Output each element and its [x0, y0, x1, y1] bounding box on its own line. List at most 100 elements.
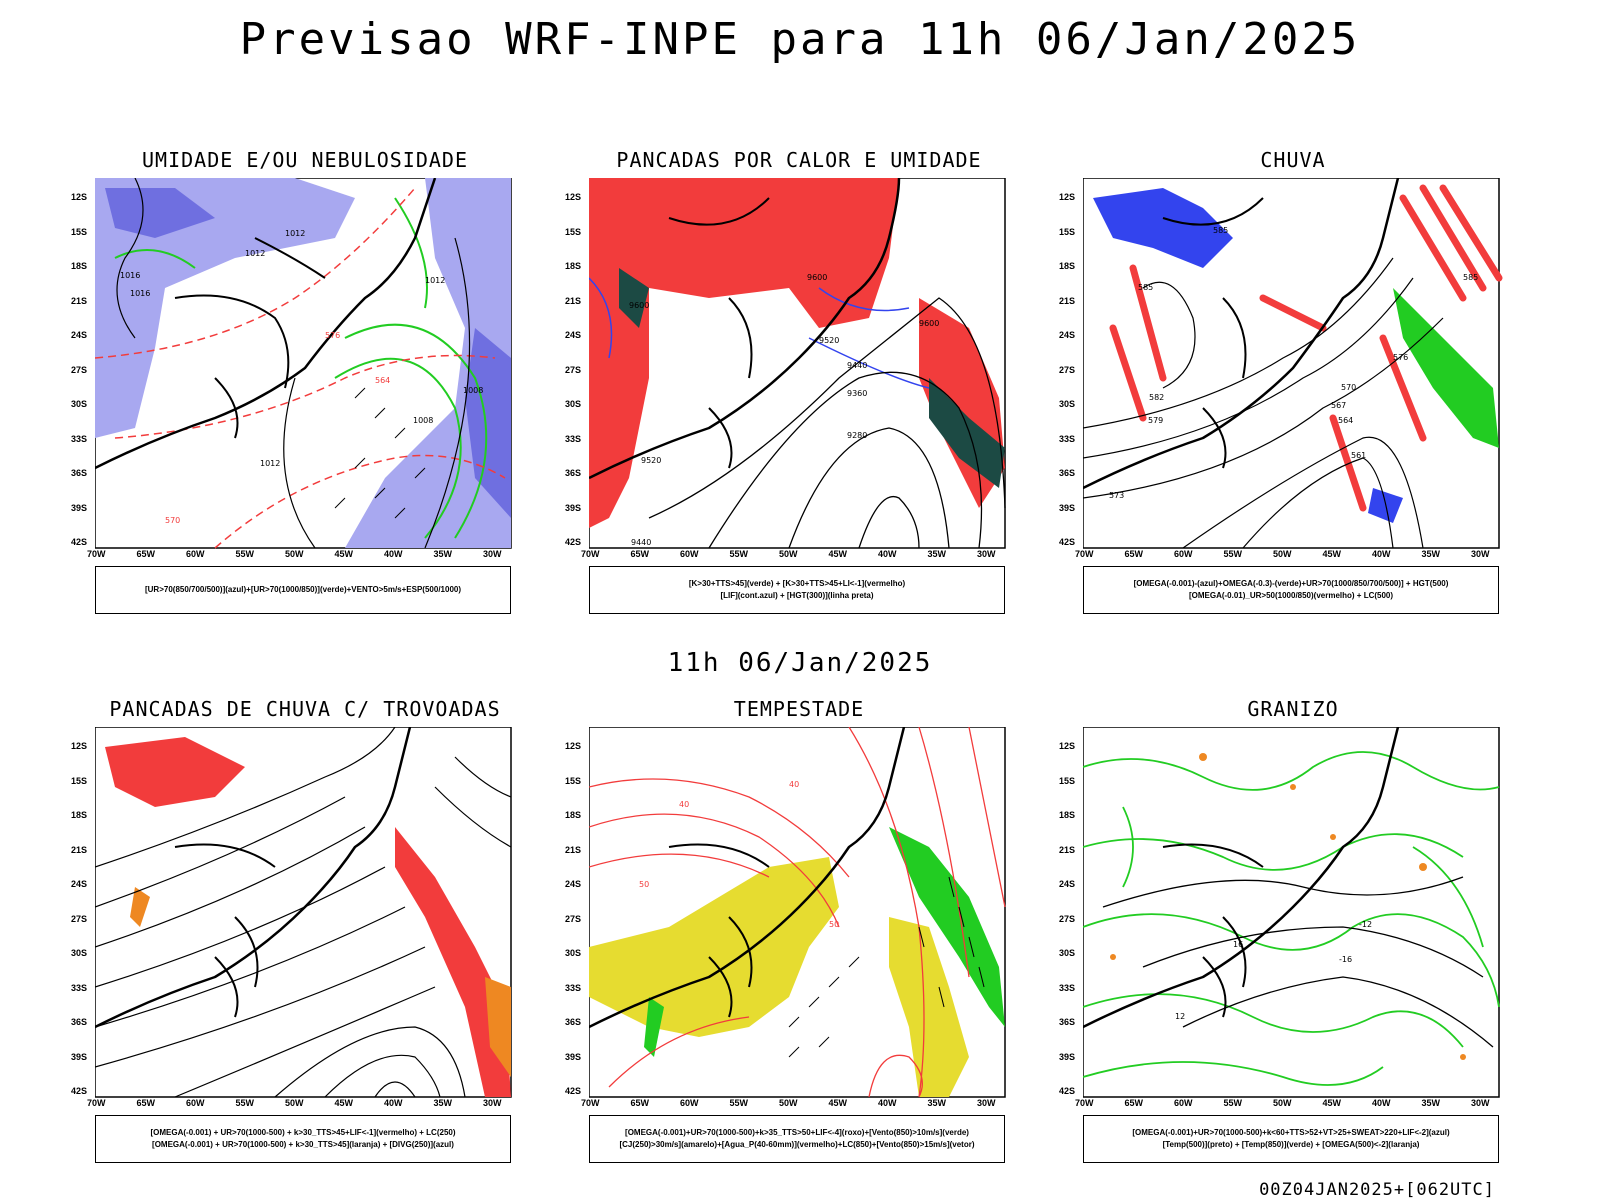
- lon-tick-label: 65W: [136, 1098, 156, 1108]
- lat-tick-label: 33S: [1059, 982, 1076, 993]
- lat-tick-label: 24S: [1059, 879, 1076, 889]
- panel-legend: [OMEGA(-0.001)-(azul)+OMEGA(-0.3)-(verde…: [1083, 566, 1499, 614]
- lon-tick-label: 65W: [1124, 549, 1144, 559]
- page-title: Previsao WRF-INPE para 11h 06/Jan/2025: [239, 14, 1361, 65]
- contour-label: 582: [1149, 393, 1164, 402]
- humidity-blue-band: [465, 328, 511, 518]
- contour-label: 1016: [130, 289, 150, 298]
- contour-label: 1012: [260, 459, 280, 468]
- green-contours: [114, 197, 488, 539]
- lat-tick-label: 39S: [565, 502, 582, 513]
- panel-chuva: CHUVA 585 585 585 579 576 570 567 564 56…: [1083, 148, 1503, 614]
- lat-tick-label: 27S: [1059, 913, 1076, 924]
- panel-trovoadas: PANCADAS DE CHUVA C/ TROVOADAS [OMEGA(-0…: [95, 697, 515, 1163]
- lat-tick-label: 39S: [1059, 1051, 1076, 1062]
- panel-umidade: UMIDADE E/OU NEBULOSIDADE 1012 1012 1012…: [95, 148, 515, 614]
- panel-legend: [K>30+TTS>45](verde) + [K>30+TTS>45+LI<-…: [589, 566, 1005, 614]
- lon-tick-label: 30W: [483, 1098, 502, 1108]
- contour-label: 570: [1341, 383, 1356, 392]
- panel-granizo: GRANIZO -12 -16 12 16 [OMEGA(-0.001)+UR>…: [1083, 697, 1503, 1163]
- panel-pancadas-calor: PANCADAS POR CALOR E UMIDADE 9600 9600 9…: [589, 148, 1009, 614]
- contour-label: 50: [639, 880, 649, 889]
- panel-legend: [OMEGA(-0.001)+UR>70(1000-500)+k<60+TTS>…: [1083, 1115, 1499, 1163]
- contour-label: 9520: [819, 336, 839, 345]
- contour-label: 1008: [463, 386, 483, 395]
- panel-legend: [OMEGA(-0.001) + UR>70(1000-500) + k>30_…: [95, 1115, 511, 1163]
- lat-tick-label: 24S: [71, 879, 88, 889]
- lon-tick-label: 70W: [87, 1098, 106, 1108]
- lon-tick-label: 55W: [1223, 1098, 1243, 1108]
- lon-tick-label: 55W: [235, 549, 255, 559]
- legend-line: [LIF](cont.azul) + [HGT(300)](linha pret…: [720, 591, 874, 600]
- lat-tick-label: 30S: [565, 948, 582, 958]
- contour-label: 40: [789, 780, 799, 789]
- lon-tick-label: 55W: [729, 549, 749, 559]
- lat-tick-label: 18S: [1059, 261, 1076, 271]
- lon-tick-label: 65W: [136, 549, 156, 559]
- lon-tick-label: 60W: [1174, 1098, 1193, 1108]
- lon-tick-label: 70W: [87, 549, 106, 559]
- panel-legend: [OMEGA(-0.001)+UR>70(1000-500)+k>35_TTS>…: [589, 1115, 1005, 1163]
- lat-tick-label: 21S: [71, 295, 88, 306]
- lon-tick-label: 30W: [1471, 1098, 1490, 1108]
- humidity-high-region: [95, 178, 355, 438]
- lat-tick-label: 24S: [71, 330, 88, 340]
- lat-tick-label: 24S: [565, 879, 582, 889]
- contour-label: 1012: [245, 249, 265, 258]
- black-streamlines: [1083, 257, 1444, 549]
- teal-region: [929, 378, 1005, 488]
- lat-tick-label: 24S: [565, 330, 582, 340]
- lon-tick-label: 40W: [384, 549, 403, 559]
- contour-label: 570: [165, 516, 180, 525]
- lon-tick-label: 30W: [1471, 549, 1490, 559]
- lon-tick-label: 50W: [1273, 1098, 1292, 1108]
- lon-tick-label: 60W: [186, 549, 205, 559]
- lat-tick-label: 15S: [565, 226, 582, 237]
- orange-region: [485, 977, 511, 1077]
- lon-tick-label: 60W: [1174, 549, 1193, 559]
- lat-tick-label: 33S: [565, 982, 582, 993]
- lat-tick-label: 18S: [71, 810, 88, 820]
- map-pancadas-calor: 9600 9600 9600 9520 9440 9360 9280 9520 …: [589, 178, 1006, 549]
- lon-tick-label: 40W: [1372, 549, 1391, 559]
- lat-tick-label: 42S: [71, 1086, 88, 1096]
- lon-tick-label: 30W: [977, 1098, 996, 1108]
- wind-vectors: [334, 387, 426, 519]
- contour-label: 579: [1148, 416, 1163, 425]
- lat-tick-label: 39S: [71, 1051, 88, 1062]
- lat-tick-label: 15S: [565, 775, 582, 786]
- lon-tick-label: 45W: [828, 549, 848, 559]
- lat-tick-label: 33S: [71, 982, 88, 993]
- lon-tick-label: 60W: [680, 549, 699, 559]
- black-temp500-contours: [1102, 876, 1494, 1048]
- lat-tick-label: 12S: [565, 741, 582, 751]
- lon-tick-label: 65W: [630, 1098, 650, 1108]
- contour-label: 1008: [413, 416, 433, 425]
- contour-label: 1012: [425, 276, 445, 285]
- lat-tick-label: 36S: [1059, 1017, 1076, 1027]
- contour-label: 1016: [120, 271, 140, 280]
- lat-tick-label: 39S: [1059, 502, 1076, 513]
- lat-tick-label: 36S: [1059, 468, 1076, 478]
- lat-tick-label: 30S: [71, 948, 88, 958]
- lat-tick-label: 42S: [565, 537, 582, 547]
- lat-tick-label: 18S: [565, 261, 582, 271]
- lat-tick-label: 27S: [1059, 364, 1076, 375]
- lon-tick-label: 60W: [186, 1098, 205, 1108]
- lat-tick-label: 27S: [565, 913, 582, 924]
- panel-title: CHUVA: [1260, 148, 1326, 172]
- legend-line: [OMEGA(-0.01)_UR>50(1000/850)(vermelho) …: [1188, 591, 1394, 600]
- black-hgt-contours: [648, 297, 1006, 549]
- contour-label: 9600: [919, 319, 939, 328]
- lat-tick-label: 27S: [71, 913, 88, 924]
- red-instability-region: [589, 178, 899, 528]
- green-wind-region: [889, 827, 1005, 1027]
- lat-tick-label: 12S: [565, 192, 582, 202]
- contour-label: 1012: [285, 229, 305, 238]
- legend-line: [Temp(500)](preto) + [Temp(850)](verde) …: [1162, 1140, 1420, 1149]
- lat-tick-label: 42S: [1059, 1086, 1076, 1096]
- lon-tick-label: 35W: [927, 1098, 947, 1108]
- lat-tick-label: 36S: [565, 1017, 582, 1027]
- lon-tick-label: 35W: [1421, 1098, 1441, 1108]
- lon-tick-label: 50W: [285, 1098, 304, 1108]
